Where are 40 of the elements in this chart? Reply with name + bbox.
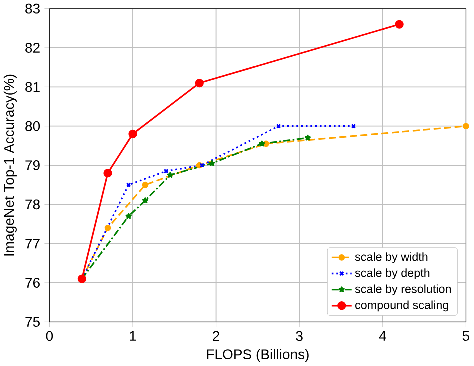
y-tick-label: 78 (26, 200, 40, 210)
point (463, 123, 470, 130)
y-tick-label: 83 (26, 4, 40, 14)
point (104, 168, 112, 178)
point (128, 130, 138, 138)
y-tick-label: 75 (26, 317, 40, 327)
y-tick-label: 80 (26, 121, 40, 132)
legend-label: compound scaling (356, 300, 448, 312)
y-tick-label: 81 (26, 82, 40, 92)
point (164, 168, 169, 174)
point (304, 134, 311, 141)
point (259, 140, 266, 147)
x-tick-label: 0 (46, 331, 54, 342)
x-tick-label: 5 (462, 331, 470, 341)
point (200, 162, 205, 168)
x-tick-label: 4 (379, 331, 386, 341)
x-tick-label: 2 (213, 331, 220, 341)
point (263, 140, 270, 148)
x-tick-label: 1 (130, 331, 136, 341)
point (104, 224, 112, 232)
legend-label: scale by resolution (355, 284, 452, 296)
point (195, 78, 204, 88)
y-tick-label: 77 (26, 238, 40, 249)
point (142, 198, 149, 204)
point (395, 20, 404, 29)
x-tick-label: 3 (296, 331, 303, 342)
point (126, 182, 132, 188)
legend-label: scale by width (355, 252, 428, 264)
point (351, 124, 356, 129)
point (276, 124, 282, 129)
legend-label: scale by depth (355, 268, 430, 280)
y-tick-label: 82 (26, 42, 40, 53)
y-axis-title: ImageNet Top-1 Accuracy(%) (4, 74, 17, 256)
y-tick-label: 79 (26, 160, 40, 170)
point (142, 182, 149, 188)
y-tick-label: 76 (26, 278, 40, 288)
point (126, 213, 132, 220)
x-axis-title: FLOPS (Billions) (207, 349, 309, 362)
point (167, 172, 174, 178)
point (209, 160, 216, 166)
